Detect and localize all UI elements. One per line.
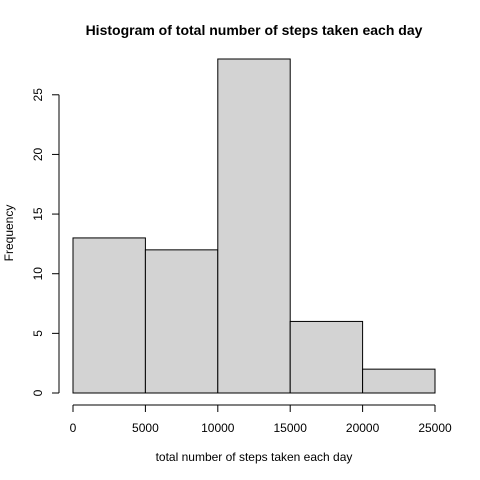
x-tick-label: 5000: [132, 421, 159, 435]
chart-title: Histogram of total number of steps taken…: [86, 22, 423, 38]
x-tick-label: 10000: [201, 421, 235, 435]
x-tick-label: 20000: [346, 421, 380, 435]
x-tick-label: 15000: [274, 421, 308, 435]
x-tick-label: 0: [70, 421, 77, 435]
histogram-bar-3: [217, 58, 291, 394]
y-tick-label: 25: [31, 88, 45, 102]
histogram-bar-4: [289, 320, 364, 394]
y-tick-label: 10: [31, 267, 45, 281]
histogram-bar-5: [362, 368, 436, 394]
y-axis-label: Frequency: [2, 205, 16, 262]
y-tick-label: 0: [31, 389, 45, 396]
histogram-bar-1: [72, 237, 146, 394]
y-tick-label: 20: [31, 147, 45, 161]
y-axis: 0 5 10 15 20 25: [31, 88, 60, 396]
x-axis-label: total number of steps taken each day: [156, 450, 353, 464]
histogram-bar-2: [144, 249, 219, 394]
bars-group: [72, 58, 436, 394]
y-tick-label: 5: [31, 330, 45, 337]
x-tick-label: 25000: [418, 421, 452, 435]
y-tick-label: 15: [31, 207, 45, 221]
x-axis: 0 5000 10000 15000 20000 25000: [70, 404, 452, 435]
